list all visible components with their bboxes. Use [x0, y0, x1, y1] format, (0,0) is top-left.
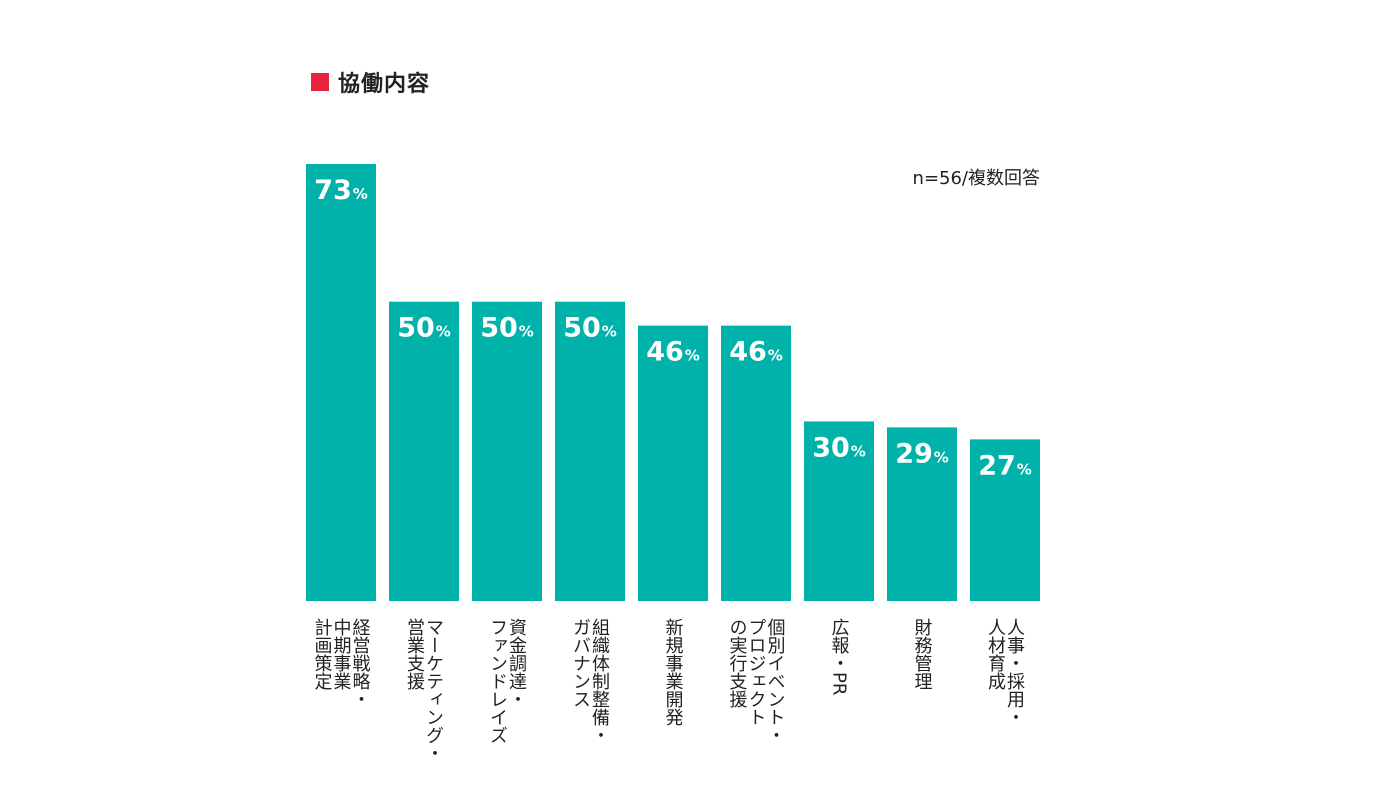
bar-7 — [804, 421, 874, 601]
bar-3 — [472, 301, 542, 601]
bar-8 — [887, 427, 957, 601]
chart-title: 協働内容 — [338, 72, 431, 97]
bar-6 — [721, 325, 791, 601]
bar-value-label-1: 73% — [314, 175, 368, 206]
category-label-4: 組織体制整備・ ガバナンス — [570, 618, 610, 744]
bar-value-label-6: 46% — [729, 337, 783, 368]
bar-2 — [389, 301, 459, 601]
bar-1 — [306, 164, 376, 601]
bar-9 — [970, 439, 1040, 601]
category-label-9: 人事・採用・ 人材育成 — [985, 618, 1025, 726]
bar-value-label-5: 46% — [646, 337, 700, 368]
title-marker-icon — [311, 73, 329, 91]
bar-value-label-4: 50% — [563, 313, 617, 344]
bar-5 — [638, 325, 708, 601]
category-label-6: 個別イベント・ プロジェクト の実行支援 — [726, 618, 786, 744]
bar-value-label-8: 29% — [895, 438, 949, 469]
bar-4 — [555, 301, 625, 601]
bar-value-label-7: 30% — [812, 432, 866, 463]
category-label-1: 経営戦略・ 中期事業 計画策定 — [311, 618, 371, 708]
category-label-5: 新規事業開発 — [662, 618, 684, 726]
bar-value-label-2: 50% — [397, 313, 451, 344]
category-label-2: マーケティング・ 営業支援 — [404, 618, 444, 762]
bar-value-label-3: 50% — [480, 313, 534, 344]
chart-title-group: 協働内容 — [311, 66, 430, 98]
category-label-3: 資金調達・ ファンドレイズ — [487, 618, 527, 744]
category-label-8: 財務管理 — [911, 618, 933, 690]
sample-size-note: n=56/複数回答 — [912, 168, 1040, 189]
bar-value-label-9: 27% — [978, 450, 1032, 481]
category-label-7: 広報・PR — [828, 618, 850, 696]
